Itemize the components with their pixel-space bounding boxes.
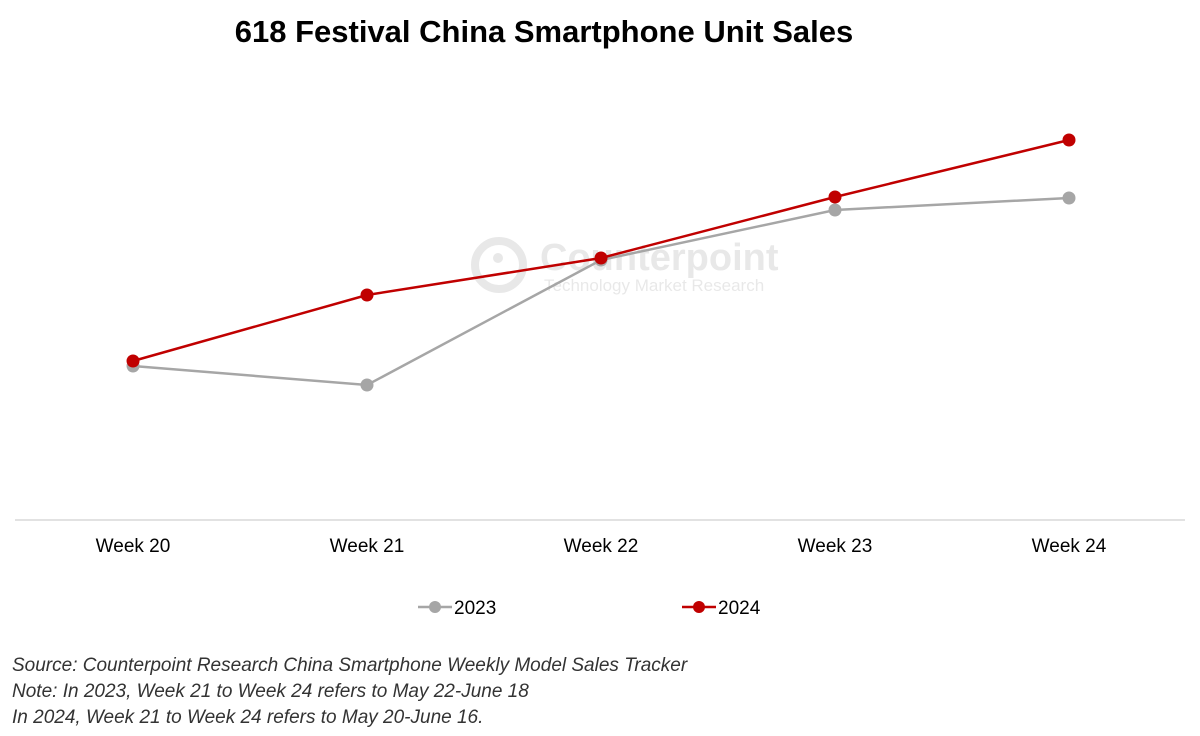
data-point-2024: [594, 251, 608, 265]
x-tick-label: Week 20: [96, 536, 171, 557]
legend-label: 2023: [454, 598, 496, 619]
data-point-2023: [1062, 191, 1076, 205]
data-point-2024: [360, 288, 374, 302]
x-tick-label: Week 21: [330, 536, 405, 557]
source-note: Source: Counterpoint Research China Smar…: [12, 655, 688, 676]
data-point-2024: [126, 354, 140, 368]
watermark: Counterpoint Technology Market Research: [471, 237, 779, 295]
chart-title: 618 Festival China Smartphone Unit Sales: [234, 14, 854, 49]
legend-marker: [429, 601, 441, 613]
x-tick-label: Week 24: [1032, 536, 1107, 557]
x-tick-label: Week 23: [798, 536, 873, 557]
data-point-2024: [828, 190, 842, 204]
data-point-2024: [1062, 133, 1076, 147]
note-2024: In 2024, Week 21 to Week 24 refers to Ma…: [12, 707, 484, 728]
svg-text:Technology Market Research: Technology Market Research: [544, 276, 764, 295]
legend-label: 2024: [718, 598, 761, 619]
data-point-2023: [828, 203, 842, 217]
note-2023: Note: In 2023, Week 21 to Week 24 refers…: [12, 681, 529, 702]
x-tick-label: Week 22: [564, 536, 639, 557]
data-point-2023: [360, 378, 374, 392]
watermark-logo-icon: [471, 237, 527, 293]
series-2024: [126, 133, 1076, 368]
legend: 2023 2024: [418, 598, 761, 619]
legend-marker: [693, 601, 705, 613]
